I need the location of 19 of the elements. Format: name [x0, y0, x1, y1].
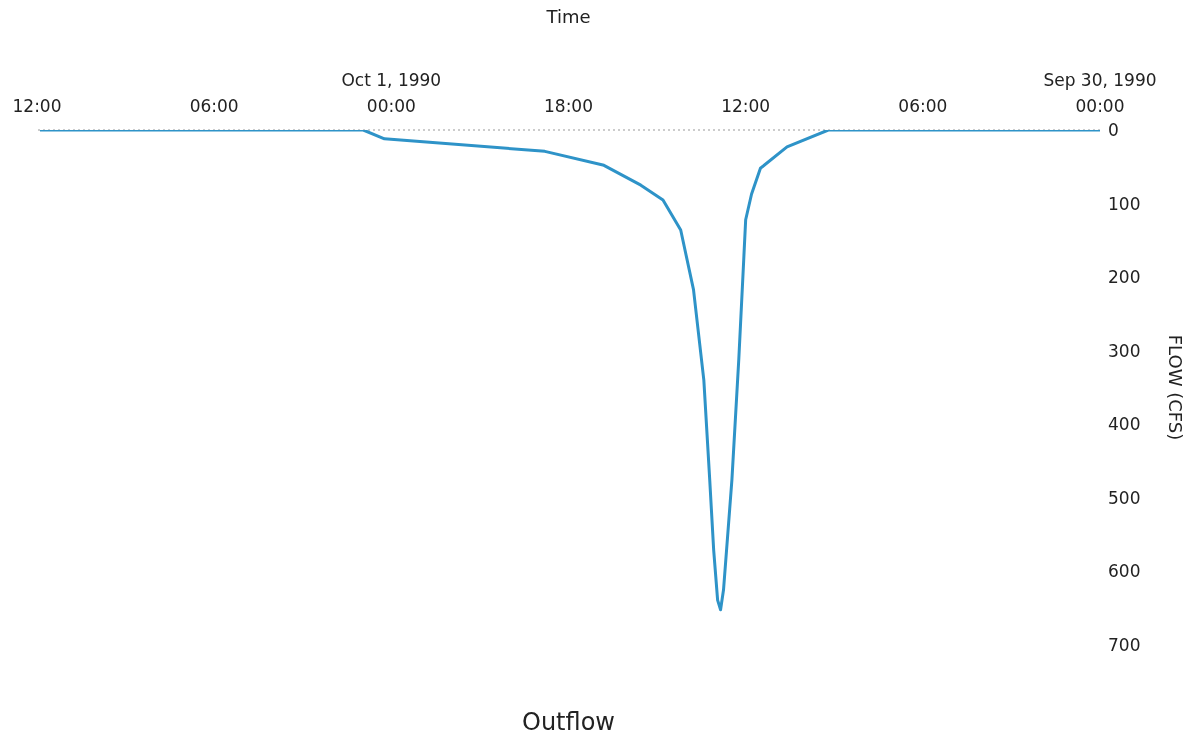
x-tick-label: 06:00: [189, 96, 239, 116]
x-tick-label: Oct 1, 1990 00:00: [341, 70, 442, 116]
x-tick-label: Sep 30, 1990 00:00: [1043, 70, 1157, 116]
line-series: [38, 130, 1100, 612]
x-tick-label: 18:00: [544, 96, 593, 116]
x-tick-label: 12:00: [12, 96, 62, 116]
x-tick-label: 12:00: [721, 96, 771, 116]
y-axis-title: FLOW (CFS): [1164, 334, 1183, 441]
y-tick-label: 600: [1108, 561, 1141, 582]
text: Outflow: [521, 708, 616, 736]
y-tick-label: 300: [1108, 340, 1141, 361]
y-tick-label: 200: [1108, 267, 1141, 288]
y-tick-label: 500: [1108, 487, 1141, 508]
y-tick-label: 400: [1108, 414, 1141, 435]
y-tick-label: 100: [1108, 193, 1141, 214]
x-tick-label: 06:00: [898, 96, 948, 116]
y-tick-label: 0: [1108, 120, 1119, 141]
y-tick-label: 700: [1108, 635, 1141, 656]
x-axis-title: Time: [545, 5, 591, 27]
